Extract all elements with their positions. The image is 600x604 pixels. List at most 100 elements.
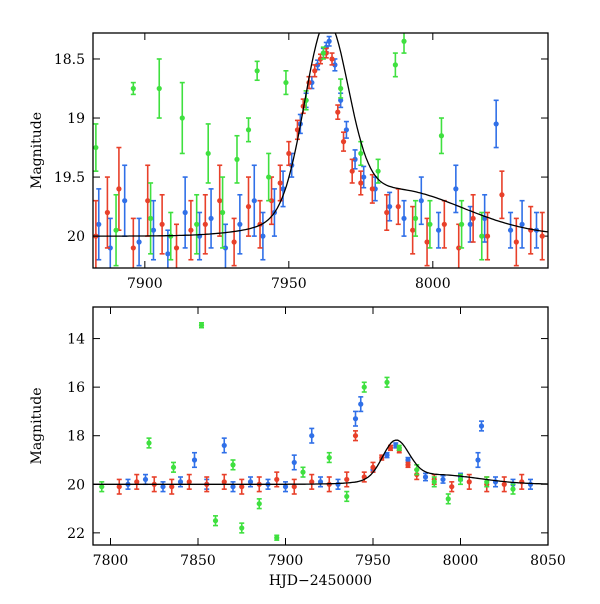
y-tick-label: 18 bbox=[67, 429, 85, 445]
data-point bbox=[177, 479, 184, 485]
bottom-panel: 7800 7850 7900 7950 8000 8050 14 16 18 20 22 Magnit… bbox=[29, 306, 566, 589]
data-point bbox=[384, 379, 390, 385]
data-point bbox=[179, 115, 185, 121]
data-point bbox=[104, 209, 110, 216]
data-point bbox=[130, 85, 136, 92]
data-point bbox=[156, 85, 162, 92]
y-axis-label: Magnitude bbox=[29, 387, 45, 464]
data-point bbox=[113, 227, 119, 233]
data-point bbox=[344, 476, 350, 483]
data-point bbox=[361, 174, 367, 180]
data-point bbox=[405, 462, 411, 468]
data-point bbox=[130, 245, 136, 251]
data-point bbox=[375, 168, 381, 174]
y-tick-label: 20 bbox=[67, 477, 85, 493]
data-point bbox=[332, 62, 338, 68]
data-point bbox=[457, 476, 464, 483]
data-point bbox=[513, 239, 519, 245]
data-point bbox=[205, 150, 211, 157]
data-point bbox=[335, 109, 341, 115]
plot-frame bbox=[92, 32, 549, 269]
data-point bbox=[438, 133, 445, 139]
data-point bbox=[479, 233, 485, 239]
y-axis-label: Magnitude bbox=[29, 112, 45, 189]
data-point bbox=[412, 215, 419, 222]
data-point bbox=[99, 484, 105, 490]
data-point bbox=[507, 227, 514, 233]
data-point bbox=[274, 476, 280, 483]
y-tick-label: 20 bbox=[67, 229, 85, 245]
data-point bbox=[352, 416, 359, 422]
data-point bbox=[219, 209, 226, 216]
data-point bbox=[470, 215, 476, 222]
data-point bbox=[239, 525, 245, 531]
data-point bbox=[309, 433, 315, 439]
data-point bbox=[527, 481, 534, 487]
data-point bbox=[146, 440, 152, 446]
data-point bbox=[396, 445, 402, 451]
data-point bbox=[317, 479, 324, 485]
data-point bbox=[222, 245, 229, 251]
y-tick-label: 19.5 bbox=[54, 170, 85, 186]
data-point bbox=[338, 85, 344, 92]
data-point bbox=[221, 479, 227, 485]
x-tick-label: 8000 bbox=[443, 553, 479, 569]
model-curve bbox=[93, 33, 548, 237]
x-tick-label: 8000 bbox=[415, 276, 451, 292]
data-point bbox=[198, 322, 205, 328]
data-point bbox=[539, 233, 545, 239]
y-tick-label: 22 bbox=[67, 526, 85, 542]
data-point bbox=[251, 198, 257, 204]
data-points bbox=[93, 33, 545, 268]
data-point bbox=[459, 221, 465, 227]
data-point bbox=[320, 50, 326, 56]
data-point bbox=[352, 433, 359, 439]
data-point bbox=[312, 68, 318, 74]
data-point bbox=[369, 186, 375, 192]
data-point bbox=[484, 479, 490, 485]
data-point bbox=[182, 209, 188, 216]
data-point bbox=[169, 484, 175, 490]
plot-frame bbox=[92, 306, 549, 546]
data-point bbox=[449, 484, 455, 490]
data-point bbox=[231, 239, 237, 245]
data-point bbox=[208, 215, 214, 222]
data-point bbox=[358, 401, 364, 407]
data-point bbox=[256, 501, 262, 507]
y-tick-label: 19 bbox=[67, 111, 85, 127]
x-tick-label: 7950 bbox=[355, 553, 391, 569]
data-point bbox=[370, 464, 376, 470]
data-point bbox=[392, 62, 398, 68]
data-point bbox=[441, 221, 447, 227]
data-point bbox=[309, 479, 315, 485]
data-point bbox=[300, 469, 306, 475]
data-point bbox=[116, 186, 122, 192]
data-point bbox=[142, 476, 149, 483]
data-point bbox=[499, 192, 505, 198]
data-point bbox=[329, 56, 335, 62]
data-point bbox=[384, 452, 390, 458]
data-point bbox=[170, 464, 177, 470]
data-point bbox=[387, 203, 393, 210]
data-point bbox=[122, 198, 128, 204]
data-point bbox=[478, 423, 485, 429]
data-point bbox=[136, 239, 142, 245]
data-point bbox=[405, 457, 411, 463]
data-point bbox=[358, 180, 364, 186]
data-point bbox=[202, 221, 208, 227]
top-panel: 7900 7950 8000 18.5 19 19.5 20 Magnitude bbox=[29, 32, 549, 292]
data-point bbox=[217, 198, 223, 204]
x-tick-label: 7900 bbox=[127, 276, 163, 292]
data-point bbox=[493, 121, 499, 127]
data-point bbox=[344, 493, 350, 500]
data-point bbox=[186, 479, 192, 485]
data-point bbox=[247, 479, 254, 485]
y-tick-label: 18.5 bbox=[54, 52, 85, 68]
data-point bbox=[317, 56, 324, 62]
data-point bbox=[326, 38, 332, 44]
x-tick-label: 7850 bbox=[180, 553, 216, 569]
data-point bbox=[384, 209, 390, 216]
data-point bbox=[254, 68, 260, 74]
data-point bbox=[326, 454, 332, 461]
